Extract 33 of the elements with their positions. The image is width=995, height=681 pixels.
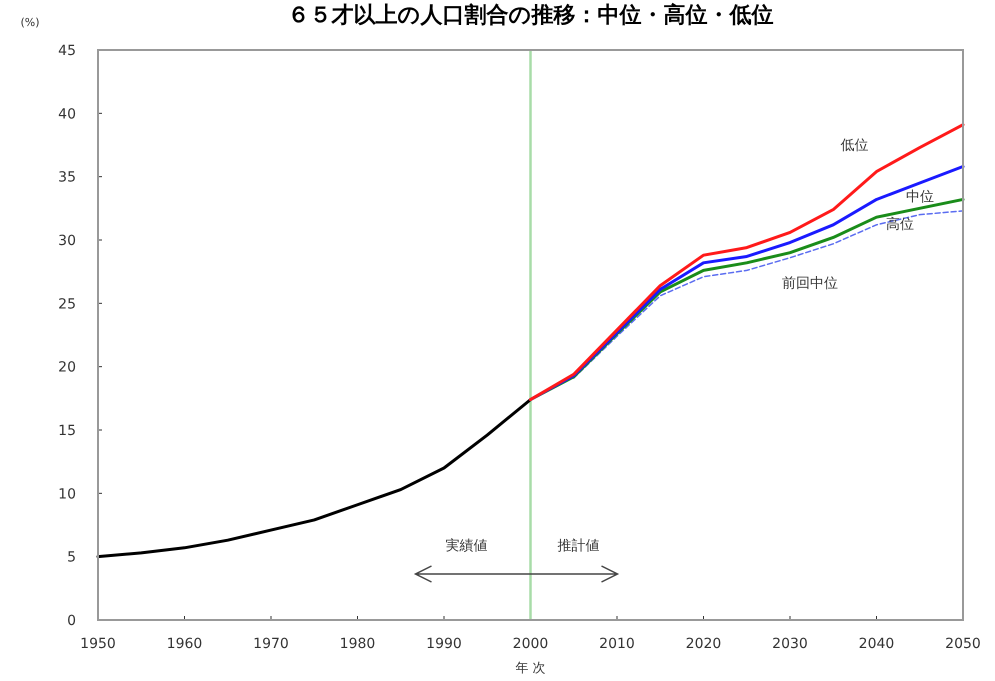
series-label: 低位 — [840, 138, 868, 154]
x-tick-label: 1950 — [80, 636, 116, 652]
x-tick-label: 1960 — [166, 636, 202, 652]
y-tick-label: 30 — [58, 233, 76, 249]
y-tick-label: 25 — [58, 296, 76, 312]
line-series — [529, 123, 964, 402]
y-tick-label: 45 — [58, 43, 76, 59]
annotation: 実績値 — [446, 538, 488, 554]
x-tick-label: 2010 — [599, 636, 635, 652]
y-tick-label: 5 — [67, 550, 76, 566]
y-tick-label: 10 — [58, 486, 76, 502]
x-tick-label: 1970 — [253, 636, 289, 652]
series-label: 高位 — [886, 216, 914, 232]
series-label: 中位 — [906, 189, 934, 205]
chart-title: ６５才以上の人口割合の推移：中位・高位・低位 — [288, 2, 774, 28]
y-tick-label: 0 — [67, 613, 76, 629]
line-series — [573, 210, 964, 379]
x-tick-label: 1980 — [340, 636, 376, 652]
y-tick-label: 35 — [58, 170, 76, 186]
line-series — [96, 398, 532, 558]
x-tick-label: 2050 — [945, 636, 981, 652]
y-axis-title: (%) — [20, 16, 40, 29]
x-tick-label: 2020 — [686, 636, 722, 652]
annotation: 推計値 — [558, 538, 600, 554]
x-tick-label: 2040 — [858, 636, 894, 652]
y-tick-label: 40 — [58, 106, 76, 122]
y-tick-label: 20 — [58, 360, 76, 376]
x-tick-label: 2000 — [512, 636, 548, 652]
x-tick-label: 1990 — [426, 636, 462, 652]
x-axis-title: 年 次 — [515, 661, 546, 676]
x-tick-label: 2030 — [772, 636, 808, 652]
y-tick-label: 15 — [58, 423, 76, 439]
series-label: 前回中位 — [782, 276, 838, 292]
